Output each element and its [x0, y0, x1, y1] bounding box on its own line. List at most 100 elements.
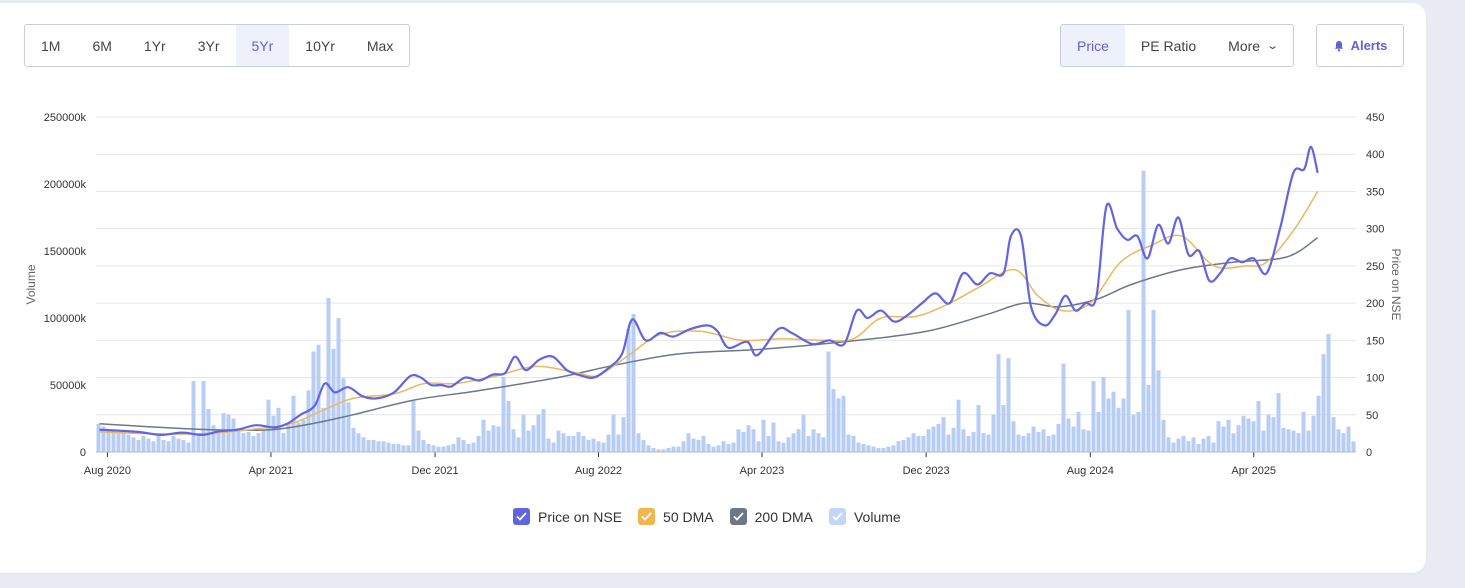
legend-item-volume[interactable]: Volume: [828, 508, 901, 525]
volume-bar: [1281, 427, 1286, 452]
volume-bar: [556, 430, 561, 452]
volume-bar: [801, 414, 806, 452]
y-right-tick-label: 200: [1366, 298, 1384, 310]
volume-bar: [781, 442, 786, 452]
range-button-max[interactable]: Max: [366, 37, 394, 54]
volume-bar: [1101, 376, 1106, 452]
volume-bar: [926, 429, 931, 452]
volume-bar: [741, 431, 746, 452]
range-button-10yr[interactable]: 10Yr: [305, 37, 335, 54]
volume-bar: [506, 401, 511, 452]
volume-bar: [1071, 426, 1076, 452]
volume-bar: [241, 433, 246, 452]
volume-bar: [756, 441, 761, 452]
volume-bar: [651, 447, 656, 452]
volume-bar: [836, 398, 841, 452]
price-line: [99, 145, 1319, 437]
volume-bar: [1096, 411, 1101, 452]
volume-bar: [1316, 395, 1321, 452]
volume-bar: [851, 435, 856, 452]
y-right-axis-title: Price on NSE: [1389, 248, 1403, 320]
volume-bar: [101, 426, 106, 452]
volume-bar: [871, 446, 876, 452]
volume-bar: [141, 435, 146, 452]
y-right-tick-label: 50: [1366, 410, 1378, 422]
legend-label: Price on NSE: [538, 508, 623, 525]
volume-bar: [701, 435, 706, 452]
volume-bar: [216, 433, 221, 452]
more-dropdown[interactable]: More ⌄: [1212, 25, 1293, 66]
volume-bar: [911, 433, 916, 452]
volume-bar: [551, 442, 556, 452]
y-right-tick-label: 450: [1366, 112, 1384, 124]
legend-item-price-on-nse[interactable]: Price on NSE: [513, 508, 622, 525]
x-tick-label: Aug 2020: [84, 465, 131, 477]
range-button-3yr[interactable]: 3Yr: [197, 37, 220, 54]
price-button[interactable]: Price: [1061, 25, 1125, 66]
legend-item-200-dma[interactable]: 200 DMA: [729, 508, 813, 525]
volume-bar: [426, 443, 431, 452]
volume-bar: [281, 433, 286, 452]
volume-bar: [491, 425, 496, 452]
volume-bar: [791, 433, 796, 452]
legend-label: Volume: [853, 508, 901, 525]
volume-bar: [236, 427, 241, 452]
volume-bar: [156, 434, 161, 452]
volume-bar: [536, 414, 541, 452]
range-button-6m[interactable]: 6M: [92, 37, 112, 54]
volume-bar: [786, 437, 791, 452]
volume-bar: [201, 380, 206, 452]
volume-bar: [376, 441, 381, 452]
volume-bar: [161, 439, 166, 452]
volume-bar: [951, 427, 956, 452]
volume-bar: [816, 433, 821, 452]
volume-bar: [371, 439, 376, 452]
volume-bar: [1201, 438, 1206, 452]
volume-bar: [1006, 358, 1011, 452]
volume-bar: [656, 449, 661, 452]
volume-bar: [931, 426, 936, 452]
volume-bar: [1056, 423, 1061, 452]
volume-bar: [736, 429, 741, 452]
bell-icon: [1334, 40, 1343, 51]
volume-bar: [1216, 421, 1221, 452]
volume-bar: [451, 443, 456, 452]
volume-bar: [431, 445, 436, 452]
y-left-tick-label: 100000k: [44, 313, 87, 325]
range-button-1yr[interactable]: 1Yr: [143, 37, 166, 54]
volume-bar: [856, 442, 861, 452]
volume-bar: [461, 439, 466, 452]
volume-bar: [1271, 417, 1276, 452]
y-right-tick-label: 250: [1366, 261, 1384, 273]
volume-bar: [671, 446, 676, 452]
volume-bar: [1306, 430, 1311, 452]
y-right-tick-label: 0: [1366, 447, 1372, 459]
alerts-label: Alerts: [1350, 38, 1388, 53]
y-left-tick-label: 150000k: [44, 246, 87, 258]
volume-bar: [961, 429, 966, 452]
range-button-5yr[interactable]: 5Yr: [235, 25, 290, 66]
volume-bar: [356, 433, 361, 452]
y-left-tick-label: 50000k: [50, 380, 87, 392]
time-range-selector: 1M 6M 1Yr 3Yr 5Yr 10Yr Max: [24, 24, 411, 67]
pe-ratio-button[interactable]: PE Ratio: [1140, 37, 1197, 54]
alerts-button[interactable]: Alerts: [1316, 24, 1404, 67]
volume-bar: [826, 351, 831, 452]
volume-bar: [171, 435, 176, 452]
volume-bar: [1336, 429, 1341, 452]
volume-bar: [441, 446, 446, 452]
volume-bar: [991, 414, 996, 452]
volume-bar: [681, 441, 686, 452]
volume-bar: [421, 439, 426, 452]
legend-item-50-dma[interactable]: 50 DMA: [638, 508, 714, 525]
volume-bar: [716, 445, 721, 452]
volume-bar: [1161, 419, 1166, 452]
volume-bar: [906, 437, 911, 452]
volume-bar: [806, 435, 811, 452]
volume-bar: [1011, 421, 1016, 452]
volume-bar: [321, 407, 326, 452]
range-button-1m[interactable]: 1M: [41, 37, 61, 54]
volume-bar: [541, 409, 546, 452]
volume-bar: [1061, 363, 1066, 452]
volume-bar: [1166, 437, 1171, 452]
